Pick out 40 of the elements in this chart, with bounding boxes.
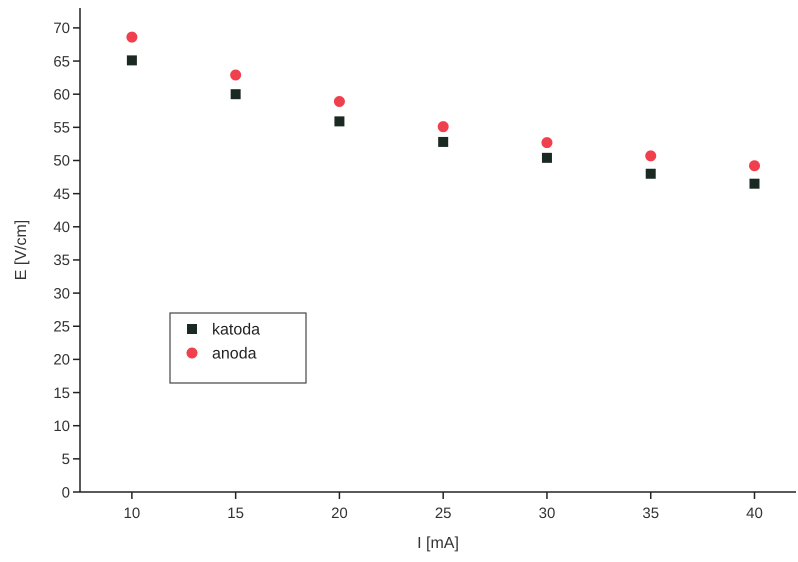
y-tick-label: 5 (62, 451, 70, 468)
point (438, 121, 449, 132)
y-tick-label: 55 (53, 120, 70, 137)
y-tick-label: 40 (53, 219, 70, 236)
y-tick-label: 65 (53, 53, 70, 70)
y-tick-label: 45 (53, 186, 70, 203)
x-tick-label: 15 (227, 505, 244, 522)
point (230, 89, 241, 100)
y-tick-label: 15 (53, 384, 70, 402)
legend-label: katoda (212, 322, 260, 339)
y-tick-label: 30 (53, 285, 70, 302)
x-tick-label: 30 (538, 505, 556, 522)
point (334, 96, 345, 107)
x-tick-label: 25 (434, 505, 452, 522)
y-tick-label: 35 (53, 252, 70, 270)
x-tick-label: 10 (124, 505, 140, 522)
point (230, 69, 242, 80)
point (334, 116, 344, 126)
x-tick-label: 40 (746, 505, 763, 522)
point (126, 55, 137, 66)
point (646, 168, 656, 179)
y-tick-label: 60 (53, 86, 70, 104)
point (749, 178, 760, 189)
legend-label: anoda (212, 346, 257, 363)
y-axis-title: E [V/cm] (13, 220, 30, 280)
y-tick-label: 0 (62, 484, 70, 502)
point (438, 136, 448, 147)
y-tick-label: 70 (53, 20, 70, 38)
point (541, 137, 552, 148)
y-tick-label: 25 (53, 318, 70, 336)
y-tick-label: 20 (53, 352, 70, 369)
point (748, 160, 760, 172)
x-tick-label: 20 (331, 505, 348, 522)
x-tick-label: 35 (642, 505, 660, 522)
point (126, 32, 138, 43)
x-axis-title: I [mA] (417, 535, 459, 552)
point (645, 150, 656, 162)
y-tick-label: 10 (53, 418, 70, 435)
point (542, 152, 552, 163)
y-tick-label: 50 (53, 152, 70, 170)
